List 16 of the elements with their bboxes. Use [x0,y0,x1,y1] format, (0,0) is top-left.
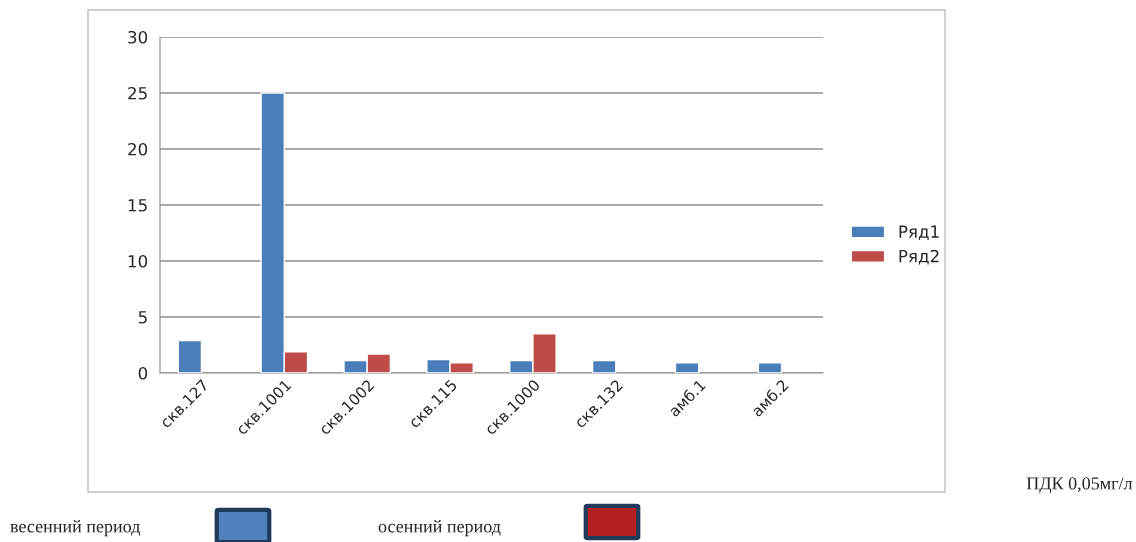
text: ПДК 0,05мг/л [1026,477,1133,494]
y-tick-label: 10 [128,254,148,268]
legend-label: Ряд1 [899,225,939,240]
y-tick-label: 20 [128,142,148,156]
y-tick-label: 15 [128,199,147,212]
text: весенний период [10,519,140,537]
y-tick-label: 30 [128,30,148,44]
legend-label: Ряд2 [899,249,939,265]
bar [757,362,783,373]
bar [591,359,617,373]
text: осенний период [378,519,501,537]
y-tick-label: 0 [138,366,148,380]
bar [177,339,203,373]
y-tick-label: 5 [138,311,147,324]
bar [674,362,700,373]
y-tick-label: 25 [128,86,147,100]
